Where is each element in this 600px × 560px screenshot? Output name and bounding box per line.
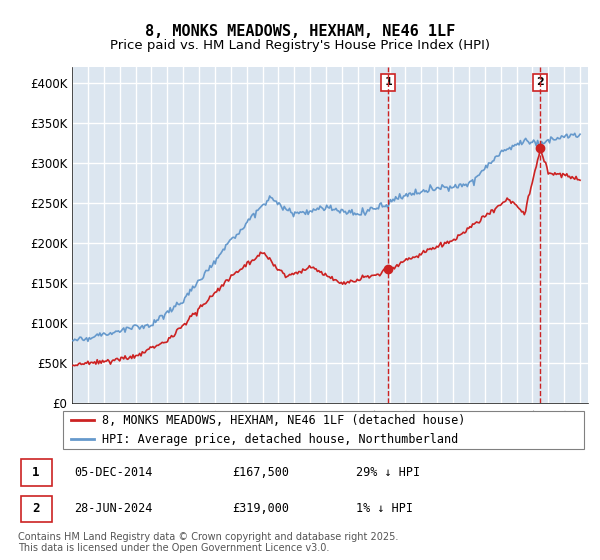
Text: 28-JUN-2024: 28-JUN-2024 [74,502,153,515]
FancyBboxPatch shape [21,459,52,486]
Text: 8, MONKS MEADOWS, HEXHAM, NE46 1LF (detached house): 8, MONKS MEADOWS, HEXHAM, NE46 1LF (deta… [102,414,466,427]
Text: Price paid vs. HM Land Registry's House Price Index (HPI): Price paid vs. HM Land Registry's House … [110,39,490,52]
Text: 1: 1 [385,77,392,87]
Text: 1: 1 [32,466,40,479]
Text: 2: 2 [32,502,40,515]
Text: 1% ↓ HPI: 1% ↓ HPI [356,502,413,515]
Text: HPI: Average price, detached house, Northumberland: HPI: Average price, detached house, Nort… [102,433,458,446]
Text: 29% ↓ HPI: 29% ↓ HPI [356,466,421,479]
Text: £319,000: £319,000 [232,502,289,515]
Text: 2: 2 [536,77,544,87]
Text: 8, MONKS MEADOWS, HEXHAM, NE46 1LF: 8, MONKS MEADOWS, HEXHAM, NE46 1LF [145,24,455,39]
Text: £167,500: £167,500 [232,466,289,479]
Text: Contains HM Land Registry data © Crown copyright and database right 2025.
This d: Contains HM Land Registry data © Crown c… [18,531,398,553]
Text: 05-DEC-2014: 05-DEC-2014 [74,466,153,479]
FancyBboxPatch shape [62,411,584,449]
FancyBboxPatch shape [21,496,52,522]
